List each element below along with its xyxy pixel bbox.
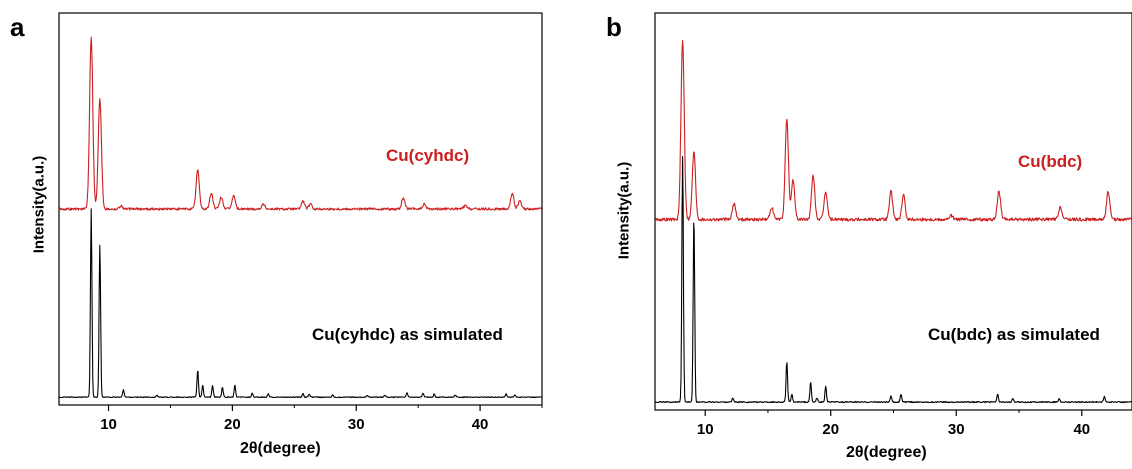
series-line-experimental [654,40,1132,222]
x-axis-label: 2θ(degree) [846,444,927,461]
series-label-simulated: Cu(bdc) as simulated [928,325,1100,344]
plot-frame [58,12,543,406]
series-label-experimental: Cu(bdc) [1018,152,1083,171]
x-tick-label: 30 [948,421,965,438]
series-line-experimental [58,36,542,211]
series-label-experimental: Cu(cyhdc) [386,146,470,165]
x-tick-label: 10 [697,421,714,438]
x-tick-label: 10 [100,416,117,433]
xrd-chart-a: 10 20 30 40 [58,12,543,433]
x-tick-label: 20 [822,421,839,438]
xrd-chart-b: 10 20 30 40 [654,12,1132,438]
panel-letter: a [10,12,25,42]
panel-letter: b [606,12,622,42]
x-tick-label: 40 [472,416,489,433]
x-tick-label: 40 [1073,421,1090,438]
panel-b: b Intensity(a.u.) 10 20 30 40 2θ(degree) Cu… [566,0,1132,469]
series-line-simulated [58,208,542,399]
series-label-simulated: Cu(cyhdc) as simulated [312,325,503,344]
x-axis-label: 2θ(degree) [240,440,321,457]
series-line-simulated [654,156,1132,404]
x-tick-label: 20 [224,416,241,433]
panel-a: a Intensity(a.u.) 10 20 30 40 2θ(degree) Cu… [10,12,543,457]
x-tick-label: 30 [348,416,365,433]
